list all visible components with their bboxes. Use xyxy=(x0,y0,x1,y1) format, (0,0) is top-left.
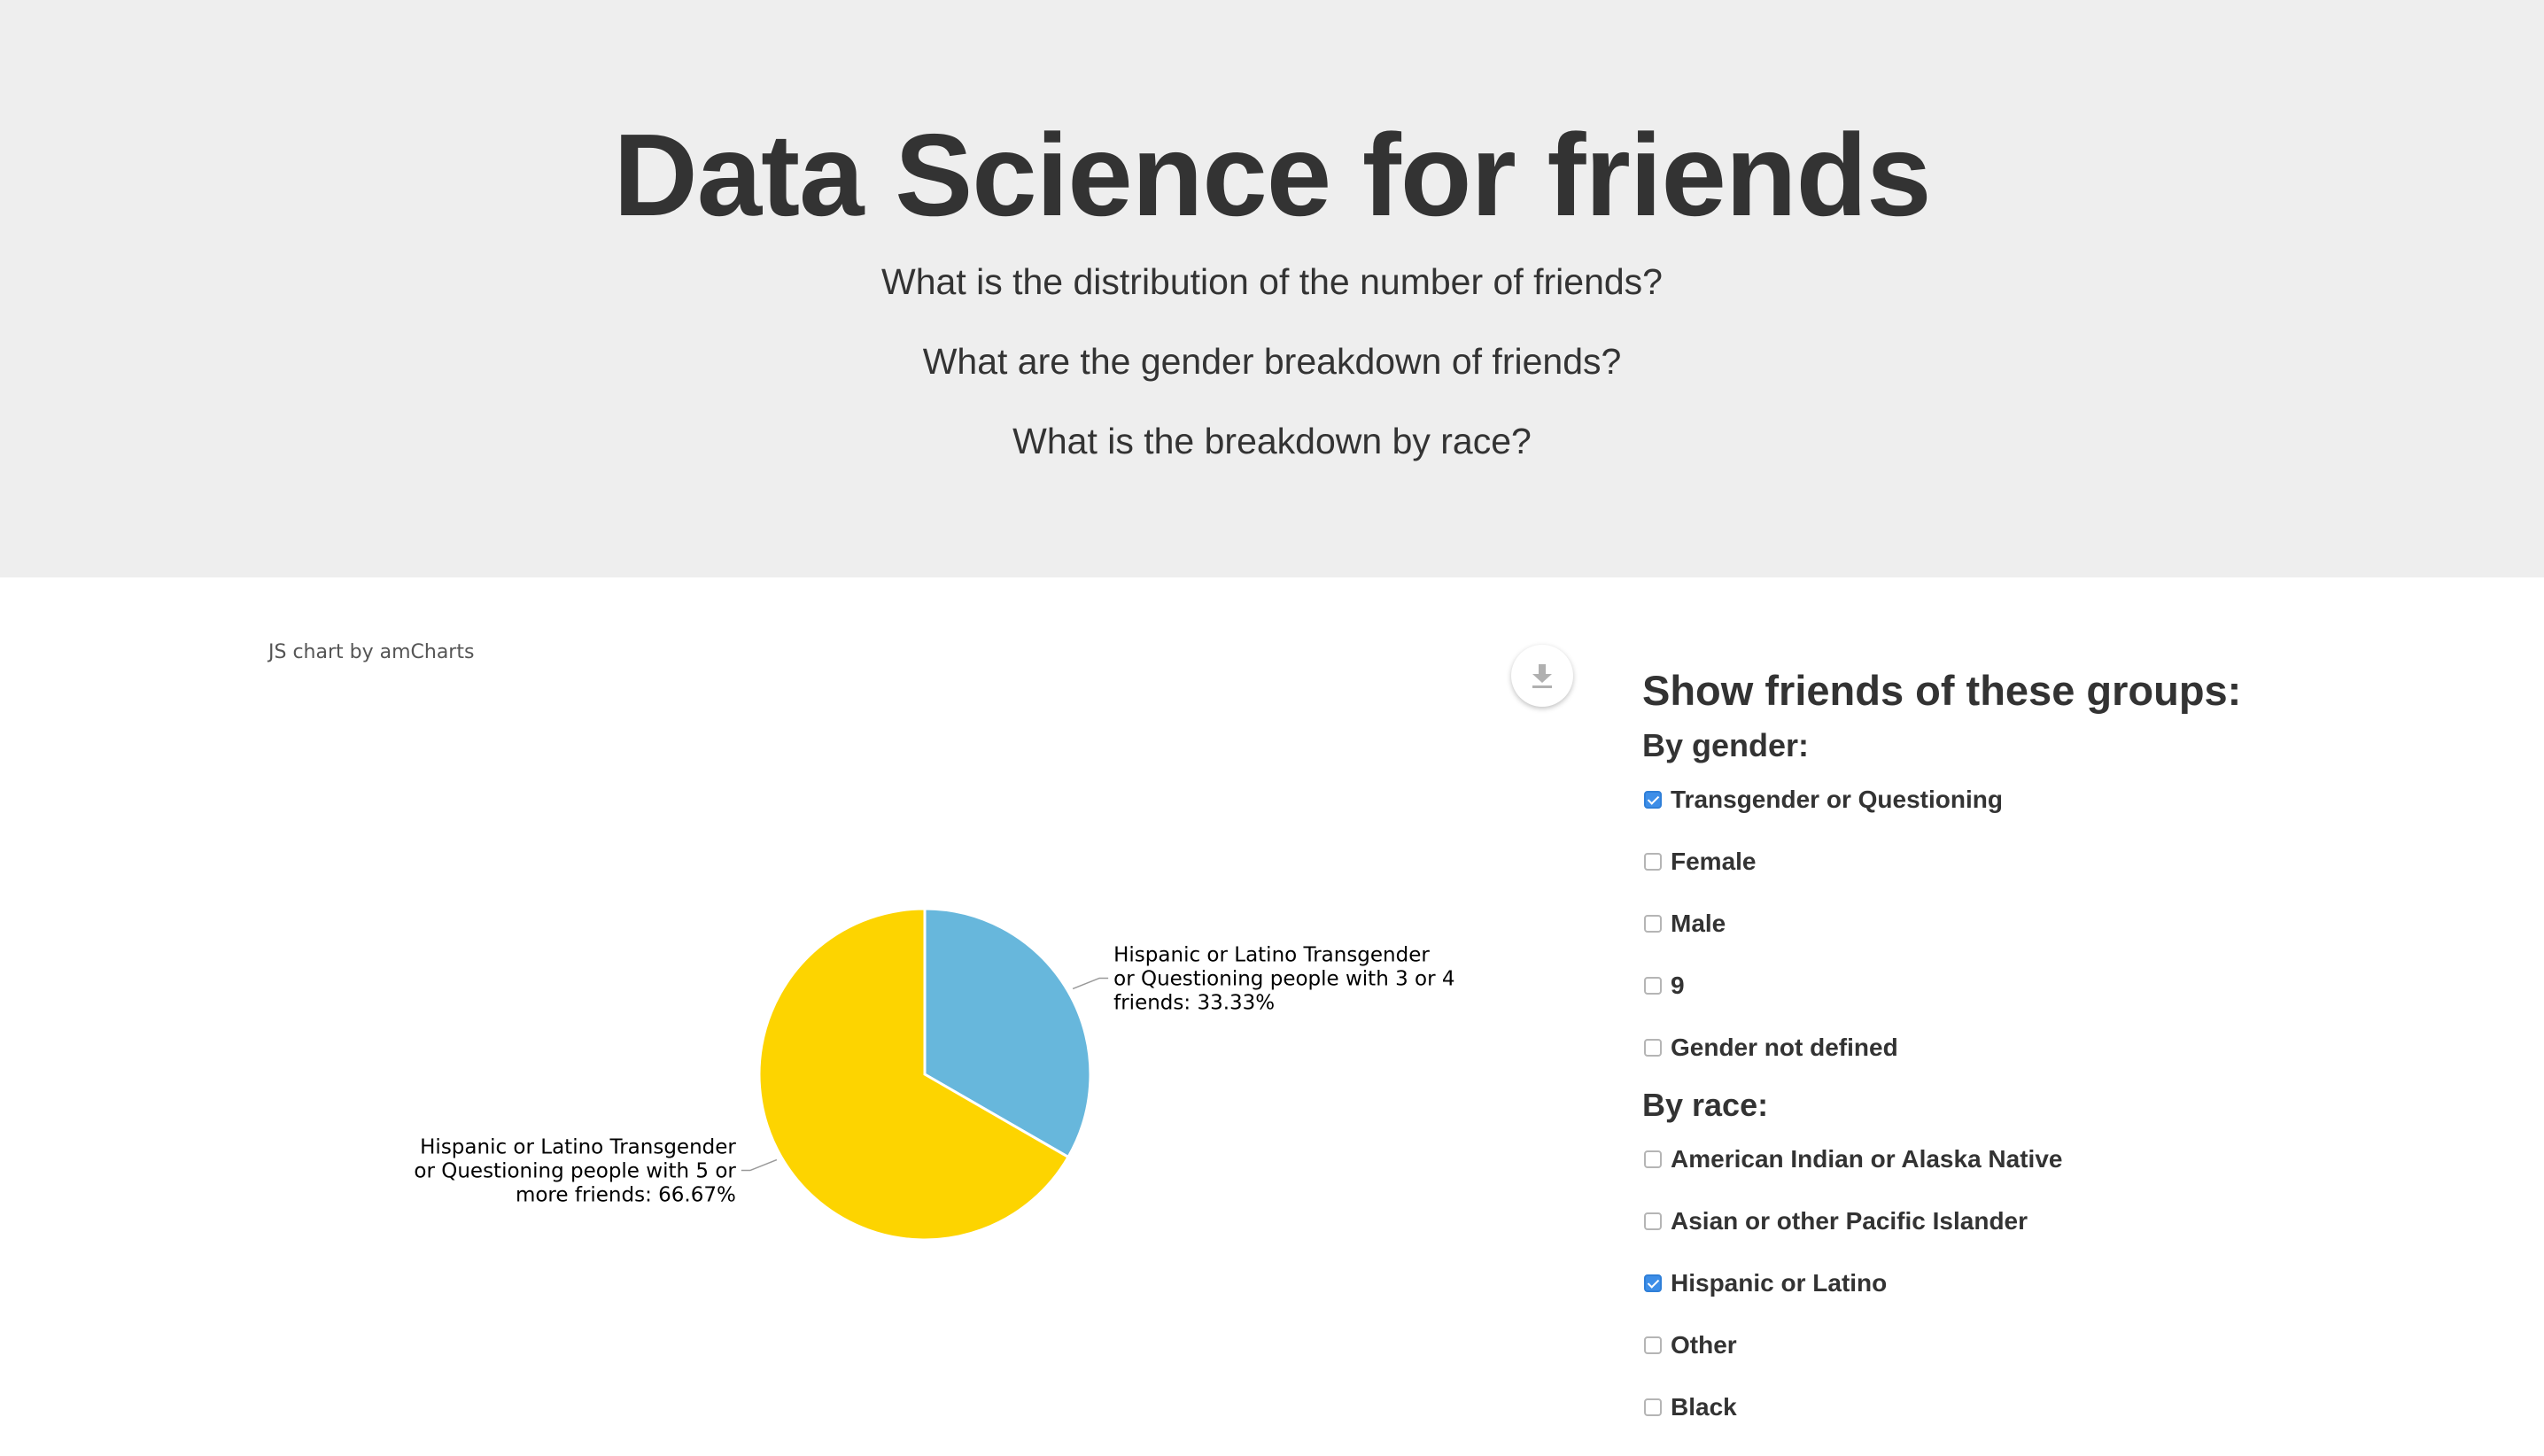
race-checkbox-other[interactable] xyxy=(1644,1336,1662,1354)
gender-checkbox-female[interactable] xyxy=(1644,853,1662,871)
download-icon xyxy=(1532,664,1552,688)
gender-option-gender-not-defined[interactable]: Gender not defined xyxy=(1642,1017,2493,1079)
question-gender: What are the gender breakdown of friends… xyxy=(922,341,1622,382)
race-options: American Indian or Alaska Native Asian or… xyxy=(1642,1128,2493,1438)
gender-option-label: Gender not defined xyxy=(1671,1034,1898,1061)
export-button[interactable] xyxy=(1511,645,1573,707)
slice-label-1: friends: 33.33% xyxy=(1113,991,1275,1014)
gender-checkbox-9[interactable] xyxy=(1644,977,1662,995)
gender-option-9[interactable]: 9 xyxy=(1642,955,2493,1017)
label-connector-2 xyxy=(741,1158,778,1172)
pie-slice-1[interactable] xyxy=(923,907,1092,1159)
gender-option-label: Transgender or Questioning xyxy=(1671,786,2003,813)
slice-label-2: Hispanic or Latino Transgender xyxy=(420,1136,736,1159)
race-option-label: Black xyxy=(1671,1393,1737,1421)
gender-option-female[interactable]: Female xyxy=(1642,831,2493,893)
gender-option-label: Female xyxy=(1671,848,1757,875)
race-checkbox-american-indian-or-alaska-native[interactable] xyxy=(1644,1150,1662,1168)
gender-checkbox-gender-not-defined[interactable] xyxy=(1644,1039,1662,1057)
gender-option-transgender-or-questioning[interactable]: Transgender or Questioning xyxy=(1642,769,2493,831)
gender-option-male[interactable]: Male xyxy=(1642,893,2493,955)
slice-label-1: Hispanic or Latino Transgender xyxy=(1113,943,1430,966)
race-option-label: Asian or other Pacific Islander xyxy=(1671,1207,2028,1235)
race-option-label: Other xyxy=(1671,1331,1737,1359)
slice-label-2: more friends: 66.67% xyxy=(516,1184,736,1207)
page-title: Data Science for friends xyxy=(613,110,1931,240)
filter-heading: Show friends of these groups: xyxy=(1642,667,2242,714)
race-option-label: American Indian or Alaska Native xyxy=(1671,1145,2063,1173)
question-distribution: What is the distribution of the number o… xyxy=(881,261,1663,302)
race-option-other[interactable]: Other xyxy=(1642,1314,2493,1376)
gender-options: Transgender or Questioning Female Male 9 Gen… xyxy=(1642,769,2493,1079)
race-heading: By race: xyxy=(1642,1087,1769,1123)
filter-panel: Show friends of these groups: By gender:… xyxy=(1642,659,2493,1438)
label-connector-1 xyxy=(1072,977,1109,990)
race-option-hispanic-or-latino[interactable]: Hispanic or Latino xyxy=(1642,1252,2493,1314)
gender-heading: By gender: xyxy=(1642,727,1810,763)
gender-checkbox-male[interactable] xyxy=(1644,915,1662,933)
slice-label-2: or Questioning people with 5 or xyxy=(414,1160,736,1183)
race-option-asian-or-other-pacific-islander[interactable]: Asian or other Pacific Islander xyxy=(1642,1190,2493,1252)
race-checkbox-hispanic-or-latino[interactable] xyxy=(1644,1274,1662,1292)
gender-option-label: Male xyxy=(1671,910,1726,937)
gender-checkbox-transgender-or-questioning[interactable] xyxy=(1644,791,1662,809)
gender-option-label: 9 xyxy=(1671,972,1685,999)
chart-credit-link[interactable]: JS chart by amCharts xyxy=(268,641,475,663)
pie-slice-2[interactable] xyxy=(757,907,1071,1242)
race-option-american-indian-or-alaska-native[interactable]: American Indian or Alaska Native xyxy=(1642,1128,2493,1190)
race-checkbox-black[interactable] xyxy=(1644,1398,1662,1416)
question-race: What is the breakdown by race? xyxy=(1012,421,1532,461)
race-option-black[interactable]: Black xyxy=(1642,1376,2493,1438)
race-option-label: Hispanic or Latino xyxy=(1671,1269,1888,1297)
hero-banner: Data Science for friends What is the dis… xyxy=(0,0,2544,577)
race-checkbox-asian-or-other-pacific-islander[interactable] xyxy=(1644,1212,1662,1230)
slice-label-1: or Questioning people with 3 or 4 xyxy=(1113,967,1454,990)
